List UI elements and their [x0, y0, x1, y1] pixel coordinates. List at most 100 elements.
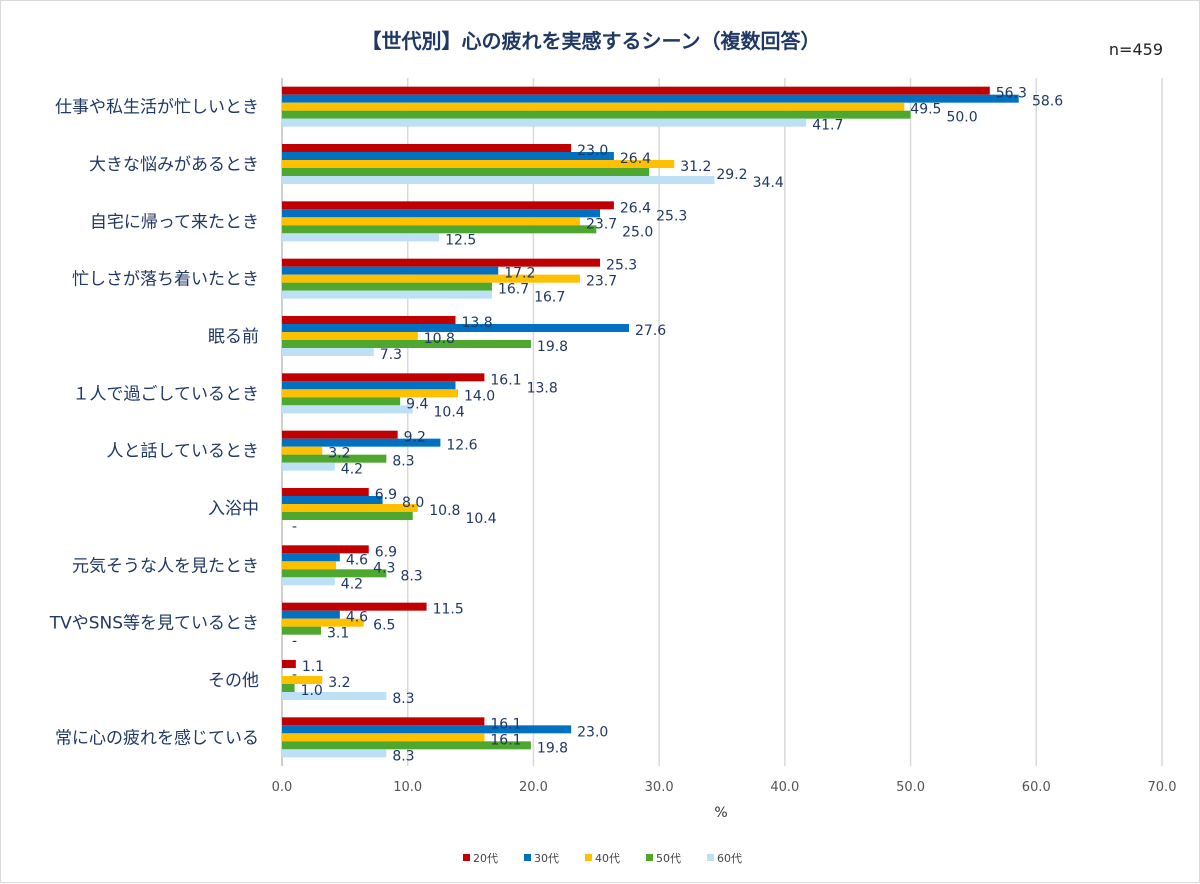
bar — [282, 152, 614, 160]
data-label: 31.2 — [680, 159, 711, 175]
category-label: その他 — [208, 671, 259, 691]
bar — [282, 324, 629, 332]
bar — [282, 488, 369, 496]
data-label: 3.1 — [327, 626, 349, 642]
category-label: 入浴中 — [208, 499, 259, 519]
legend-label: 30代 — [534, 852, 559, 865]
data-label: 10.4 — [434, 404, 465, 420]
data-label: 13.8 — [461, 315, 492, 331]
data-label: 12.6 — [446, 438, 477, 454]
x-tick-label: 20.0 — [519, 780, 548, 795]
data-label: 10.4 — [465, 511, 496, 527]
data-label: 10.8 — [429, 503, 460, 519]
data-label: 7.3 — [380, 347, 402, 363]
bar — [282, 389, 458, 398]
bar — [282, 176, 715, 184]
bar — [282, 496, 383, 504]
bar — [282, 144, 572, 152]
data-label: 8.3 — [400, 568, 422, 584]
bar — [282, 316, 456, 324]
x-tick-label: 10.0 — [393, 780, 422, 795]
data-label: 9.2 — [404, 430, 426, 446]
data-label: 9.4 — [406, 396, 428, 412]
bar — [282, 733, 485, 742]
data-label: 23.7 — [586, 274, 617, 290]
data-label: 6.9 — [375, 544, 397, 560]
data-label: - — [292, 519, 297, 535]
bar — [282, 618, 364, 627]
bar — [282, 217, 580, 226]
data-label: 16.1 — [490, 716, 521, 732]
data-label: 41.7 — [812, 118, 843, 134]
data-label: 10.8 — [424, 331, 455, 347]
bar — [282, 332, 418, 340]
bar — [282, 569, 387, 578]
legend-swatch — [524, 854, 531, 861]
legend-swatch — [707, 854, 714, 861]
data-label: 19.8 — [537, 740, 568, 756]
bar — [282, 602, 427, 611]
data-label: 3.2 — [328, 446, 350, 462]
data-label: - — [292, 634, 297, 650]
bar — [282, 626, 321, 635]
bar — [282, 160, 675, 168]
data-label: 11.5 — [433, 602, 464, 618]
x-tick-label: 70.0 — [1148, 780, 1177, 795]
data-label: 27.6 — [635, 323, 666, 339]
data-label: 16.7 — [498, 282, 529, 298]
bar — [282, 381, 456, 390]
x-tick-label: 30.0 — [645, 780, 674, 795]
bar — [282, 94, 1019, 103]
bar — [282, 86, 990, 95]
category-label: 忙しさが落ち着いたとき — [72, 270, 259, 290]
legend-label: 50代 — [656, 852, 681, 865]
data-label: 50.0 — [946, 110, 977, 126]
category-label: 元気そうな人を見たとき — [72, 556, 259, 576]
data-label: 25.3 — [656, 208, 687, 224]
legend-label: 60代 — [717, 852, 742, 865]
data-label: 23.0 — [577, 724, 608, 740]
bar — [282, 561, 337, 570]
bar — [282, 676, 323, 684]
bar — [282, 717, 485, 726]
legend-swatch — [585, 854, 592, 861]
bar — [282, 340, 531, 348]
bar — [282, 446, 323, 455]
bar — [282, 118, 807, 127]
bar — [282, 110, 911, 119]
bar — [282, 233, 440, 242]
data-label: 23.0 — [577, 143, 608, 159]
data-label: 4.6 — [346, 552, 368, 568]
bar — [282, 610, 340, 619]
data-label: 1.0 — [301, 683, 323, 699]
data-label: 49.5 — [910, 102, 941, 118]
category-label: 常に心の疲れを感じている — [55, 728, 259, 748]
data-label: 34.4 — [753, 175, 784, 191]
data-label: 14.0 — [464, 388, 495, 404]
data-label: 25.0 — [622, 224, 653, 240]
bar — [282, 553, 340, 562]
bar — [282, 274, 580, 283]
data-label: 19.8 — [537, 339, 568, 355]
bar — [282, 282, 492, 291]
bar — [282, 692, 387, 700]
bar — [282, 462, 335, 471]
bar — [282, 201, 614, 210]
bar — [282, 749, 387, 758]
bar — [282, 504, 418, 512]
data-label: 16.1 — [490, 732, 521, 748]
category-label: 大きな悩みがあるとき — [89, 155, 259, 175]
data-label: 8.3 — [392, 691, 414, 707]
data-label: 4.2 — [341, 576, 363, 592]
legend-swatch — [463, 854, 470, 861]
data-label: 23.7 — [586, 216, 617, 232]
bar — [282, 266, 499, 275]
category-label: １人で過ごしているとき — [73, 384, 260, 404]
data-label: 6.5 — [373, 618, 395, 634]
bar — [282, 102, 905, 111]
data-label: 12.5 — [445, 232, 476, 248]
data-label: 8.3 — [392, 748, 414, 764]
data-label: 3.2 — [328, 675, 350, 691]
